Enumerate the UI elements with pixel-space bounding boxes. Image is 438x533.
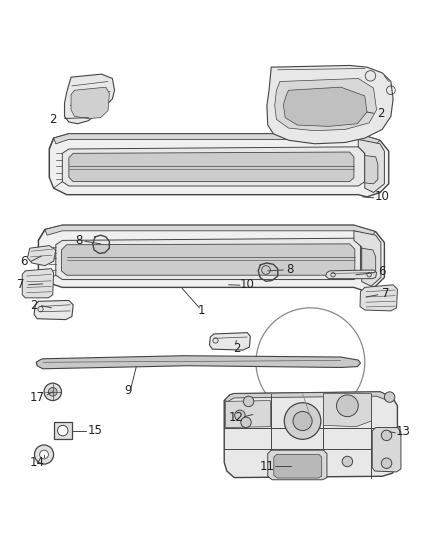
Polygon shape [267,66,393,144]
Circle shape [381,458,392,469]
Polygon shape [39,225,385,290]
Polygon shape [323,393,371,426]
Circle shape [44,383,61,400]
Polygon shape [283,87,367,126]
Text: 2: 2 [30,299,38,312]
Text: 8: 8 [75,234,82,247]
Polygon shape [53,134,380,144]
Polygon shape [360,285,397,311]
Circle shape [336,395,358,417]
Text: 6: 6 [378,265,386,278]
Polygon shape [274,455,322,478]
Text: 2: 2 [233,342,240,355]
Polygon shape [365,156,378,184]
Text: 7: 7 [17,278,25,291]
Polygon shape [36,356,360,369]
Circle shape [261,265,270,274]
Polygon shape [372,427,401,472]
Text: 17: 17 [30,391,45,403]
Text: 14: 14 [30,456,45,469]
Polygon shape [268,450,327,480]
Text: 15: 15 [88,424,102,437]
Text: 1: 1 [198,303,205,317]
Circle shape [293,411,312,431]
Polygon shape [71,87,110,118]
Polygon shape [56,238,360,279]
Text: 10: 10 [240,278,255,291]
Circle shape [284,403,321,439]
Circle shape [385,392,395,402]
Text: 7: 7 [381,287,389,300]
Polygon shape [226,400,270,427]
Polygon shape [49,134,389,197]
Text: 11: 11 [259,460,274,473]
Text: 2: 2 [377,107,385,120]
Text: 13: 13 [395,425,410,438]
Circle shape [35,445,53,464]
Text: 9: 9 [124,384,131,397]
Polygon shape [62,147,365,186]
Circle shape [241,417,251,427]
Circle shape [381,430,392,441]
Circle shape [235,410,245,421]
Text: 10: 10 [375,190,390,204]
Text: 2: 2 [49,113,57,126]
Circle shape [40,450,48,459]
Polygon shape [45,225,376,236]
Bar [53,422,72,439]
Polygon shape [34,301,73,320]
Polygon shape [69,152,354,182]
Polygon shape [61,244,355,275]
Text: 6: 6 [20,255,28,268]
Polygon shape [64,74,115,124]
Polygon shape [354,231,381,286]
Circle shape [244,396,254,407]
Text: 12: 12 [229,411,244,424]
Circle shape [342,456,353,467]
Polygon shape [22,269,53,298]
Polygon shape [362,248,376,276]
Polygon shape [325,270,377,279]
Polygon shape [209,333,251,350]
Polygon shape [28,246,56,265]
Circle shape [384,456,394,467]
Polygon shape [224,392,397,478]
Text: 8: 8 [286,263,293,276]
Polygon shape [275,78,377,131]
Polygon shape [224,392,392,401]
Circle shape [57,425,68,436]
Polygon shape [358,140,385,192]
Circle shape [48,387,57,396]
